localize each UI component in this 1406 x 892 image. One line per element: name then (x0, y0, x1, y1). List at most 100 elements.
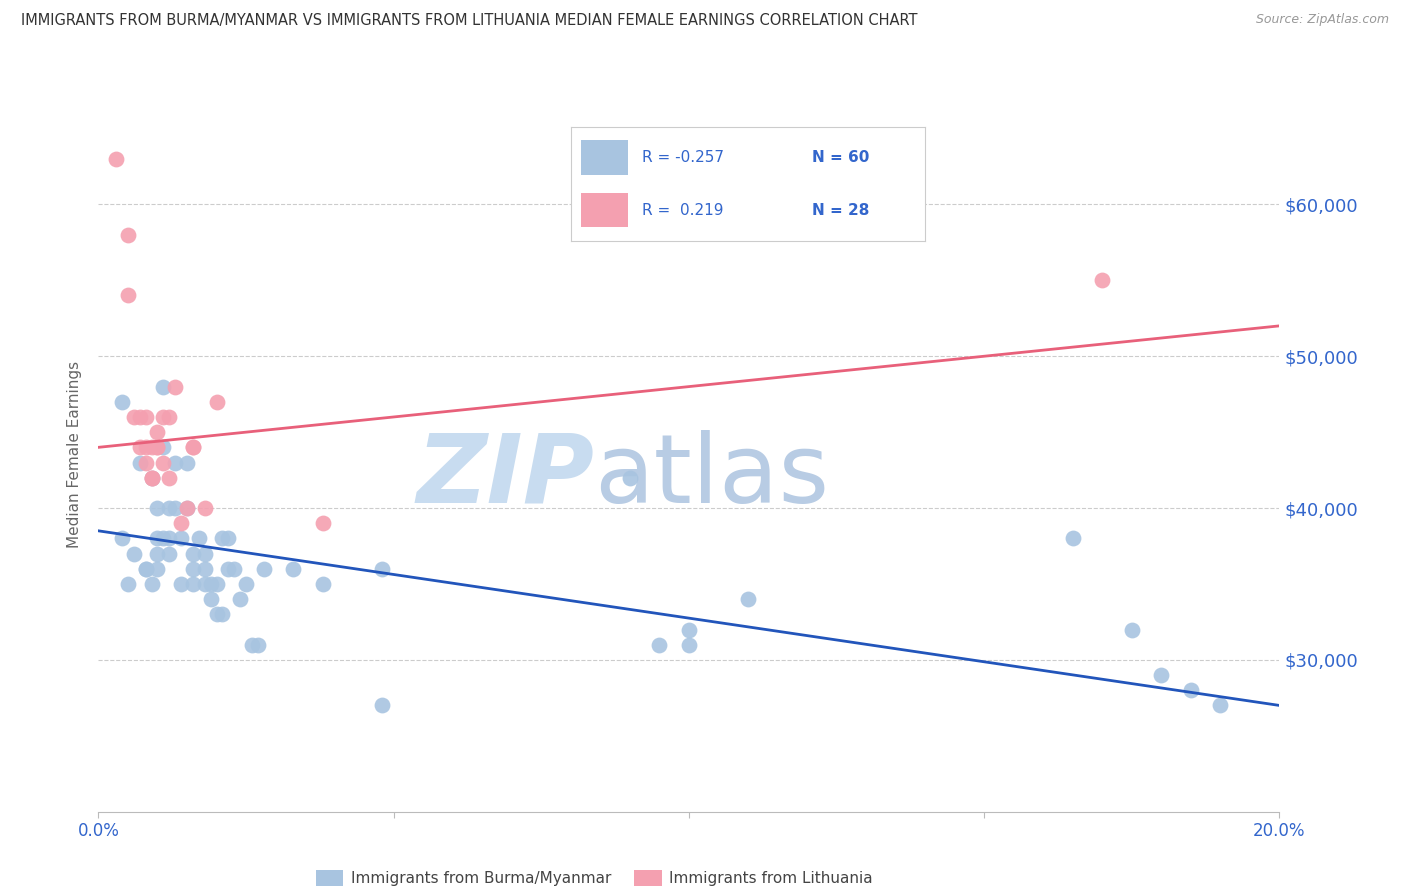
Point (194, 562, 217, 576)
Point (678, 623, 700, 637)
Point (146, 425, 169, 439)
Point (157, 501, 180, 516)
Point (128, 409, 150, 424)
Point (105, 152, 128, 166)
Point (181, 577, 204, 591)
Point (1062, 532, 1084, 546)
Point (217, 562, 239, 576)
Point (111, 532, 134, 546)
Point (619, 471, 641, 485)
Point (135, 409, 157, 424)
Text: atlas: atlas (595, 430, 830, 523)
Point (737, 592, 759, 607)
Point (176, 501, 198, 516)
Point (229, 592, 252, 607)
Point (1180, 683, 1202, 698)
Point (117, 227, 139, 242)
Point (205, 607, 228, 622)
Point (152, 409, 174, 424)
Point (217, 532, 239, 546)
Point (1091, 273, 1114, 287)
Point (117, 577, 139, 591)
Point (224, 562, 246, 576)
Point (135, 440, 157, 454)
Point (1121, 623, 1143, 637)
Point (205, 577, 228, 591)
Y-axis label: Median Female Earnings: Median Female Earnings (67, 361, 83, 549)
Point (117, 288, 139, 302)
Point (648, 638, 671, 652)
Bar (582, 193, 627, 227)
Point (176, 456, 198, 470)
Point (165, 501, 187, 516)
Point (157, 532, 180, 546)
Point (146, 440, 169, 454)
Point (128, 440, 150, 454)
Point (181, 440, 204, 454)
Point (211, 532, 233, 546)
Point (146, 440, 169, 454)
Text: ZIP: ZIP (416, 430, 595, 523)
Bar (582, 140, 627, 175)
Point (146, 562, 169, 576)
Point (170, 577, 193, 591)
Point (283, 562, 305, 576)
Point (157, 471, 180, 485)
Point (111, 394, 134, 409)
Point (146, 501, 169, 516)
Point (181, 562, 204, 576)
Point (211, 607, 233, 622)
Point (170, 516, 193, 531)
Point (235, 577, 257, 591)
Text: R = -0.257: R = -0.257 (641, 150, 724, 165)
Point (122, 547, 145, 561)
Point (146, 532, 169, 546)
Point (135, 562, 157, 576)
Point (176, 501, 198, 516)
Point (181, 440, 204, 454)
Point (135, 562, 157, 576)
Text: Source: ZipAtlas.com: Source: ZipAtlas.com (1256, 13, 1389, 27)
Legend: Immigrants from Burma/Myanmar, Immigrants from Lithuania: Immigrants from Burma/Myanmar, Immigrant… (316, 871, 873, 886)
Point (152, 532, 174, 546)
Point (170, 532, 193, 546)
Point (1150, 668, 1173, 682)
Point (194, 501, 217, 516)
Point (141, 577, 163, 591)
Point (141, 440, 163, 454)
Text: IMMIGRANTS FROM BURMA/MYANMAR VS IMMIGRANTS FROM LITHUANIA MEDIAN FEMALE EARNING: IMMIGRANTS FROM BURMA/MYANMAR VS IMMIGRA… (21, 13, 918, 29)
Text: N = 60: N = 60 (811, 150, 869, 165)
Point (157, 547, 180, 561)
Point (152, 379, 174, 393)
Point (312, 577, 335, 591)
Text: R =  0.219: R = 0.219 (641, 202, 723, 218)
Point (146, 547, 169, 561)
Point (181, 547, 204, 561)
Text: N = 28: N = 28 (811, 202, 869, 218)
Point (678, 638, 700, 652)
Point (165, 379, 187, 393)
Point (141, 471, 163, 485)
Point (312, 516, 335, 531)
Point (152, 456, 174, 470)
Point (246, 638, 269, 652)
Point (165, 456, 187, 470)
Point (200, 592, 222, 607)
Point (1209, 698, 1232, 713)
Point (194, 577, 217, 591)
Point (128, 456, 150, 470)
Point (371, 698, 394, 713)
Point (135, 456, 157, 470)
Point (187, 532, 209, 546)
Point (141, 471, 163, 485)
Point (205, 394, 228, 409)
Point (371, 562, 394, 576)
Point (152, 440, 174, 454)
Point (141, 471, 163, 485)
Point (253, 562, 276, 576)
Point (240, 638, 263, 652)
Point (122, 409, 145, 424)
Point (194, 547, 217, 561)
Point (200, 577, 222, 591)
Point (157, 409, 180, 424)
